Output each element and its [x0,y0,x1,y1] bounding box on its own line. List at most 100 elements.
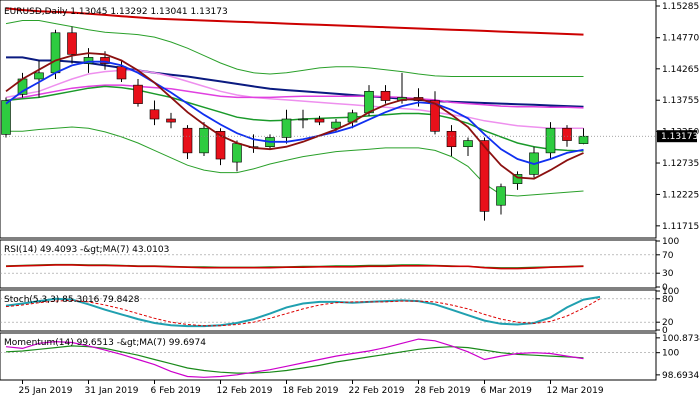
candle [298,109,308,129]
time-tick-label: 22 Feb 2019 [349,386,405,396]
candle-body [50,32,61,74]
ma-darkred-line [5,52,584,180]
price-axis-tick-label: 1.13755 [662,96,699,106]
candle [463,137,473,156]
ma-pink-line [5,69,584,129]
current-price-box: 1.13173 [657,130,698,143]
candle-body [479,140,490,212]
ma-blue-line [5,60,584,165]
candle [545,122,556,160]
current-price-label: 1.13173 [661,132,698,142]
stoch-signal-line [5,298,601,327]
ma-navy-line [6,56,584,108]
time-tick-label: 12 Mar 2019 [547,386,604,396]
rsi-panel: 100 70 30 0 RSI(14) 49.4093 -&gt;MA(7) 43.0… [0,237,679,293]
momentum-ma-line [5,345,584,374]
rsi-axis-tick-label: 0 [662,283,668,293]
stoch-panel-frame [0,289,657,332]
candle [1,97,11,138]
candle [479,137,490,221]
candle-body [67,32,77,55]
main-panel-frame [0,0,657,239]
candle [314,115,325,126]
candle [116,60,127,83]
momentum-axis-tick-label: 100.8734 [662,334,700,344]
candle [149,100,160,126]
candle-body [562,127,572,141]
candle [67,26,77,64]
time-axis: 25 Jan 2019 31 Jan 2019 6 Feb 2019 12 Feb 2… [19,380,604,396]
rsi-line [5,264,584,270]
time-tick-label: 18 Feb 2019 [283,386,339,396]
candle-body [281,118,292,138]
stoch-axis-tick-label: 20 [662,318,674,328]
candle [380,85,391,104]
stoch-panel-title: Stoch(5,3,3) 85.3016 79.8428 [4,295,140,305]
candle [215,128,226,166]
momentum-panel-frame [0,332,657,381]
candle-body [149,109,160,120]
candle-body [133,84,143,104]
time-tick-label: 28 Feb 2019 [415,386,471,396]
time-tick-label: 6 Feb 2019 [151,386,202,396]
time-tick-label: 31 Jan 2019 [85,386,139,396]
candle-body [578,135,589,144]
candle-body [116,66,127,80]
candle [166,112,176,129]
candle-body [380,90,391,101]
candle [133,78,143,107]
stoch-main-line [5,295,601,328]
candle-body [83,57,94,64]
price-axis-tick-label: 1.11715 [662,222,699,232]
price-axis-tick-label: 1.12225 [662,190,699,200]
candle [34,60,44,98]
candle-body [215,131,226,160]
candle-body [100,57,110,64]
momentum-panel: 100.8734 100 98.6934 Momentum(14) 99.6513 … [0,332,700,381]
candle-body [1,100,11,135]
momentum-panel-title: Momentum(14) 99.6513 -&gt;MA(7) 99.6974 [4,338,206,348]
candle-body [298,118,308,121]
price-axis-tick-label: 1.15285 [662,2,699,12]
main-panel-title: EURUSD,Daily 1.13045 1.13292 1.13041 1.1… [4,7,228,17]
candle-body [182,127,193,154]
price-axis-tick-label: 1.14770 [662,34,699,44]
time-tick-label: 25 Jan 2019 [19,386,73,396]
candle-body [496,186,506,206]
candle [496,183,506,215]
price-axis-tick-label: 1.12735 [662,159,699,169]
stoch-axis-tick-label: 80 [662,295,674,305]
candle-body [34,72,44,80]
candle-body [430,100,440,132]
candle [578,128,589,145]
candle-body [512,174,523,184]
rsi-axis-tick-label: 30 [662,269,674,279]
candle [446,125,457,156]
candle-body [364,90,374,114]
candle-body [166,118,176,123]
price-axis-tick-label: 1.14265 [662,65,699,75]
candle-body [446,131,457,148]
rsi-axis-tick-label: 100 [662,237,679,247]
rsi-panel-title: RSI(14) 49.4093 -&gt;MA(7) 43.0103 [4,245,169,255]
candle [248,134,259,153]
momentum-line [5,338,584,378]
candle [430,91,440,135]
candle [83,48,94,73]
candle [232,140,242,172]
ma-magenta-line [5,84,584,109]
rsi-panel-frame [0,239,657,289]
main-price-panel: 1.152851.147701.142651.137551.132501.127… [0,0,699,239]
candle-body [232,143,242,163]
time-tick-label: 6 Mar 2019 [481,386,533,396]
candle-body [199,127,209,154]
candle-body [314,118,325,123]
ma-green-line [5,85,584,152]
candle-body [463,140,473,148]
candle [199,122,209,156]
stoch-axis-tick-label: 0 [662,326,668,336]
candle [512,171,523,190]
candle [281,109,292,144]
